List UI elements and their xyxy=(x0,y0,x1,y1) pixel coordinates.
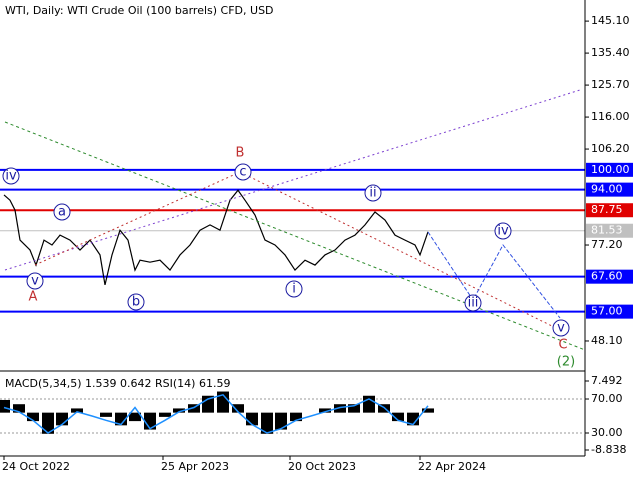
y-tick-label: 30.00 xyxy=(591,426,623,439)
y-tick-label: 48.10 xyxy=(591,334,623,347)
macd-bar xyxy=(100,412,112,417)
wave-label: v xyxy=(557,321,565,336)
macd-bar xyxy=(71,408,83,413)
macd-bar xyxy=(159,412,171,417)
wave-label: c xyxy=(239,165,246,180)
y2-tick-label: 7.492 xyxy=(591,374,623,387)
level-label: 67.60 xyxy=(591,270,623,283)
y-tick-label: 116.00 xyxy=(591,110,630,123)
macd-bar xyxy=(173,408,185,413)
macd-bar xyxy=(246,412,258,426)
y-tick-label: 77.20 xyxy=(591,238,623,251)
wave-label: C xyxy=(558,338,567,353)
wave-circle xyxy=(285,280,303,298)
wave-label: (2) xyxy=(557,355,575,370)
trend-line xyxy=(4,89,581,271)
level-box xyxy=(586,304,633,319)
level-box xyxy=(586,203,633,218)
wave-circle xyxy=(53,203,71,221)
macd-bar xyxy=(261,412,273,434)
macd-bar xyxy=(42,412,54,434)
wave-circle xyxy=(552,319,570,337)
macd-bar xyxy=(232,404,244,413)
wave-circle xyxy=(2,167,20,185)
wave-label: iv xyxy=(497,224,509,239)
indicator-title: MACD(5,34,5) 1.539 0.642 RSI(14) 61.59 xyxy=(5,377,230,390)
level-box xyxy=(586,162,633,177)
level-label: 57.00 xyxy=(591,305,623,318)
x-tick-label: 24 Oct 2022 xyxy=(2,460,70,473)
wave-label: iii xyxy=(468,296,479,311)
macd-bar xyxy=(334,404,346,413)
wave-labels xyxy=(2,163,570,337)
macd-bar xyxy=(319,408,331,413)
rsi-line xyxy=(3,393,429,434)
y-tick-label: 135.40 xyxy=(591,46,630,59)
wave-circle xyxy=(364,184,382,202)
wave-label: a xyxy=(58,205,66,220)
macd-bar xyxy=(348,404,360,413)
y2-tick-label: -8.838 xyxy=(591,443,626,456)
level-box xyxy=(586,182,633,197)
wave-label: B xyxy=(236,146,245,161)
macd-bar xyxy=(407,412,419,426)
chart-title: WTI, Daily: WTI Crude Oil (100 barrels) … xyxy=(5,4,274,17)
macd-bar xyxy=(275,412,287,430)
wave-label: iv xyxy=(5,169,17,184)
macd-bar xyxy=(129,412,141,422)
x-tick-label: 22 Apr 2024 xyxy=(418,460,486,473)
y-tick-label: 70.00 xyxy=(591,392,623,405)
macd-bar xyxy=(422,408,434,413)
wave-circle xyxy=(494,222,512,240)
x-tick-label: 25 Apr 2023 xyxy=(161,460,229,473)
wave-circle xyxy=(26,272,44,290)
y-tick-label: 106.20 xyxy=(591,142,630,155)
trend-line xyxy=(4,121,586,351)
macd-bar xyxy=(188,404,200,413)
level-box xyxy=(586,269,633,284)
price-line xyxy=(3,189,429,286)
wave-circle xyxy=(234,163,252,181)
wave-label: i xyxy=(292,282,296,297)
wave-label: ii xyxy=(369,186,376,201)
wave-label: v xyxy=(31,274,39,289)
macd-bar xyxy=(0,399,10,413)
x-tick-label: 20 Oct 2023 xyxy=(288,460,356,473)
wave-label: A xyxy=(29,290,38,305)
macd-bar xyxy=(217,391,229,413)
macd-bar xyxy=(392,412,404,422)
wave-label: b xyxy=(132,295,140,310)
level-label: 94.00 xyxy=(591,183,623,196)
wave-circle xyxy=(464,294,482,312)
wave-circle xyxy=(127,293,145,311)
level-label: 100.00 xyxy=(591,163,630,176)
y-tick-label: 145.10 xyxy=(591,14,630,27)
macd-bar xyxy=(56,412,68,426)
level-label: 81.53 xyxy=(591,224,623,237)
level-box xyxy=(586,223,633,238)
macd-bar xyxy=(27,412,39,422)
macd-bar xyxy=(290,412,302,422)
y-tick-label: 125.70 xyxy=(591,78,630,91)
macd-bar xyxy=(115,412,127,426)
level-label: 87.75 xyxy=(591,203,623,216)
macd-bar xyxy=(13,404,25,413)
